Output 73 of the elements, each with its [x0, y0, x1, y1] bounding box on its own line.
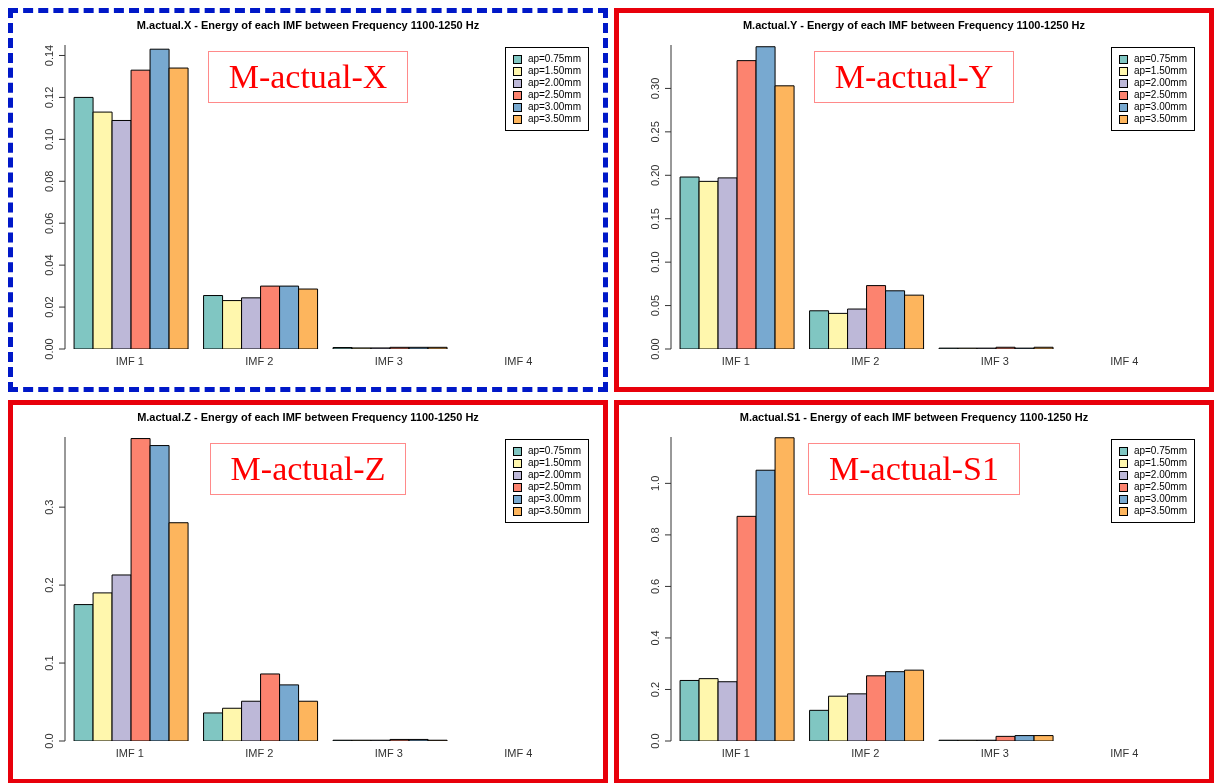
legend-label: ap=1.50mm: [1133, 457, 1187, 469]
y-tick-label: 0.20: [649, 164, 661, 186]
x-tick-label: IMF 2: [245, 746, 274, 759]
legend-label: ap=1.50mm: [527, 457, 581, 469]
legend-label: ap=2.00mm: [527, 469, 581, 481]
legend-label: ap=3.50mm: [527, 505, 581, 517]
y-tick-label: 0.30: [649, 77, 661, 100]
y-tick-label: 0.10: [649, 251, 661, 273]
legend-label: ap=2.50mm: [1133, 89, 1187, 101]
x-tick-label: IMF 3: [374, 354, 403, 367]
legend-label: ap=2.00mm: [1133, 77, 1187, 89]
y-tick-label: 1.0: [649, 475, 661, 492]
x-tick-label: IMF 3: [980, 354, 1009, 367]
annotation: M-actual-Y: [813, 51, 1015, 103]
y-tick-label: 0.10: [43, 128, 55, 151]
x-tick-label: IMF 4: [1110, 354, 1139, 367]
legend-label: ap=3.00mm: [527, 101, 581, 113]
legend-label: ap=3.50mm: [1133, 505, 1187, 517]
legend-label: ap=1.50mm: [1133, 65, 1187, 77]
x-tick-label: IMF 1: [721, 746, 750, 759]
x-tick-label: IMF 3: [374, 746, 403, 759]
y-tick-label: 0.05: [649, 294, 661, 317]
chart-title: M.actual.Y - Energy of each IMF between Frequency 1100-1250 Hz: [741, 19, 1087, 31]
y-tick-label: 0.8: [649, 527, 661, 543]
legend-label: ap=0.75mm: [527, 53, 581, 65]
annotation: M-actual-S1: [808, 443, 1020, 495]
legend-label: ap=3.00mm: [1133, 101, 1187, 113]
legend-label: ap=2.50mm: [1133, 481, 1187, 493]
y-tick-label: 0.1: [43, 655, 55, 671]
x-tick-label: IMF 1: [115, 354, 144, 367]
y-tick-label: 0.3: [43, 499, 55, 515]
legend-label: ap=2.00mm: [1133, 469, 1187, 481]
y-tick-label: 0.6: [649, 578, 661, 595]
x-tick-label: IMF 2: [851, 354, 880, 367]
legend-label: ap=3.50mm: [1133, 113, 1187, 125]
y-tick-label: 0.2: [43, 577, 55, 593]
y-tick-label: 0.4: [649, 630, 661, 646]
y-tick-label: 0.0: [43, 733, 55, 749]
chart-title: M.actual.S1 - Energy of each IMF between Frequency 1100-1250 Hz: [738, 411, 1090, 423]
y-tick-label: 0.14: [43, 44, 55, 67]
legend-label: ap=3.00mm: [527, 493, 581, 505]
chart-title: M.actual.X - Energy of each IMF between Frequency 1100-1250 Hz: [135, 19, 481, 31]
y-tick-label: 0.2: [649, 681, 661, 698]
y-tick-label: 0.25: [649, 121, 661, 143]
x-tick-label: IMF 4: [504, 746, 533, 759]
x-tick-label: IMF 3: [980, 746, 1009, 759]
legend-label: ap=2.50mm: [527, 481, 581, 493]
legend-label: ap=0.75mm: [1133, 53, 1187, 65]
legend-label: ap=3.00mm: [1133, 493, 1187, 505]
legend-label: ap=1.50mm: [527, 65, 581, 77]
legend-label: ap=2.50mm: [527, 89, 581, 101]
annotation: M-actual-X: [207, 51, 409, 103]
x-tick-label: IMF 4: [504, 354, 533, 367]
x-tick-label: IMF 1: [721, 354, 750, 367]
y-tick-label: 0.15: [649, 208, 661, 230]
annotation: M-actual-Z: [209, 443, 407, 495]
legend-label: ap=3.50mm: [527, 113, 581, 125]
y-tick-label: 0.00: [649, 338, 661, 360]
y-tick-label: 0.06: [43, 212, 55, 234]
x-tick-label: IMF 2: [851, 746, 880, 759]
legend-label: ap=2.00mm: [527, 77, 581, 89]
chart-title: M.actual.Z - Energy of each IMF between Frequency 1100-1250 Hz: [136, 411, 480, 423]
y-tick-label: 0.12: [43, 86, 55, 109]
legend-label: ap=0.75mm: [1133, 445, 1187, 457]
x-tick-label: IMF 2: [245, 354, 274, 367]
legend-label: ap=0.75mm: [527, 445, 581, 457]
y-tick-label: 0.04: [43, 254, 55, 276]
x-tick-label: IMF 4: [1110, 746, 1139, 759]
y-tick-label: 0.08: [43, 170, 55, 192]
y-tick-label: 0.02: [43, 296, 55, 318]
y-tick-label: 0.0: [649, 733, 661, 749]
x-tick-label: IMF 1: [115, 746, 144, 759]
y-tick-label: 0.00: [43, 338, 55, 360]
